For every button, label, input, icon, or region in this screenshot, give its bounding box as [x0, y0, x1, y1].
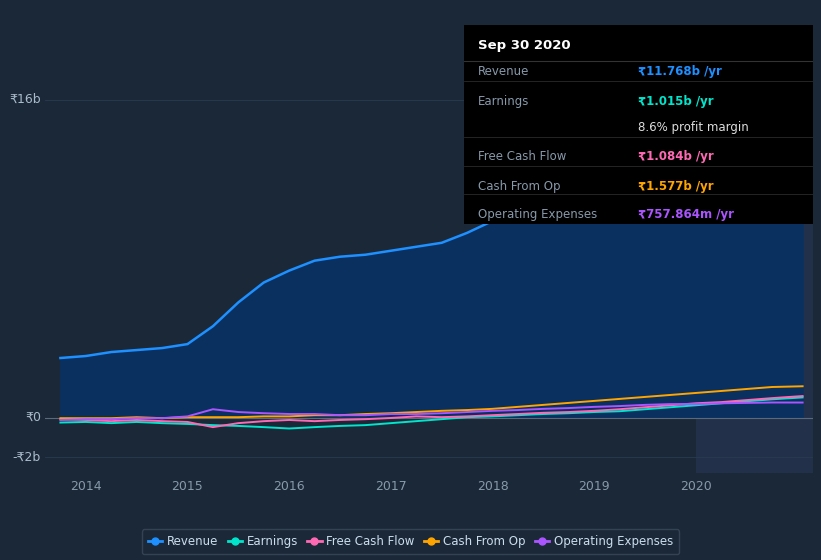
Text: ₹1.084b /yr: ₹1.084b /yr [639, 151, 714, 164]
Text: Cash From Op: Cash From Op [478, 180, 560, 193]
Legend: Revenue, Earnings, Free Cash Flow, Cash From Op, Operating Expenses: Revenue, Earnings, Free Cash Flow, Cash … [142, 529, 679, 554]
Bar [696, 70, 813, 473]
Text: Revenue: Revenue [478, 65, 530, 78]
Text: ₹757.864m /yr: ₹757.864m /yr [639, 208, 734, 221]
Text: ₹16b: ₹16b [9, 94, 41, 106]
Text: ₹11.768b /yr: ₹11.768b /yr [639, 65, 722, 78]
Text: ₹1.015b /yr: ₹1.015b /yr [639, 95, 714, 108]
Text: ₹1.577b /yr: ₹1.577b /yr [639, 180, 714, 193]
Text: Operating Expenses: Operating Expenses [478, 208, 597, 221]
Text: Sep 30 2020: Sep 30 2020 [478, 39, 571, 52]
Text: -₹2b: -₹2b [13, 451, 41, 464]
Text: 8.6% profit margin: 8.6% profit margin [639, 120, 749, 134]
Text: ₹0: ₹0 [25, 411, 41, 424]
Text: Earnings: Earnings [478, 95, 530, 108]
Text: Free Cash Flow: Free Cash Flow [478, 151, 566, 164]
